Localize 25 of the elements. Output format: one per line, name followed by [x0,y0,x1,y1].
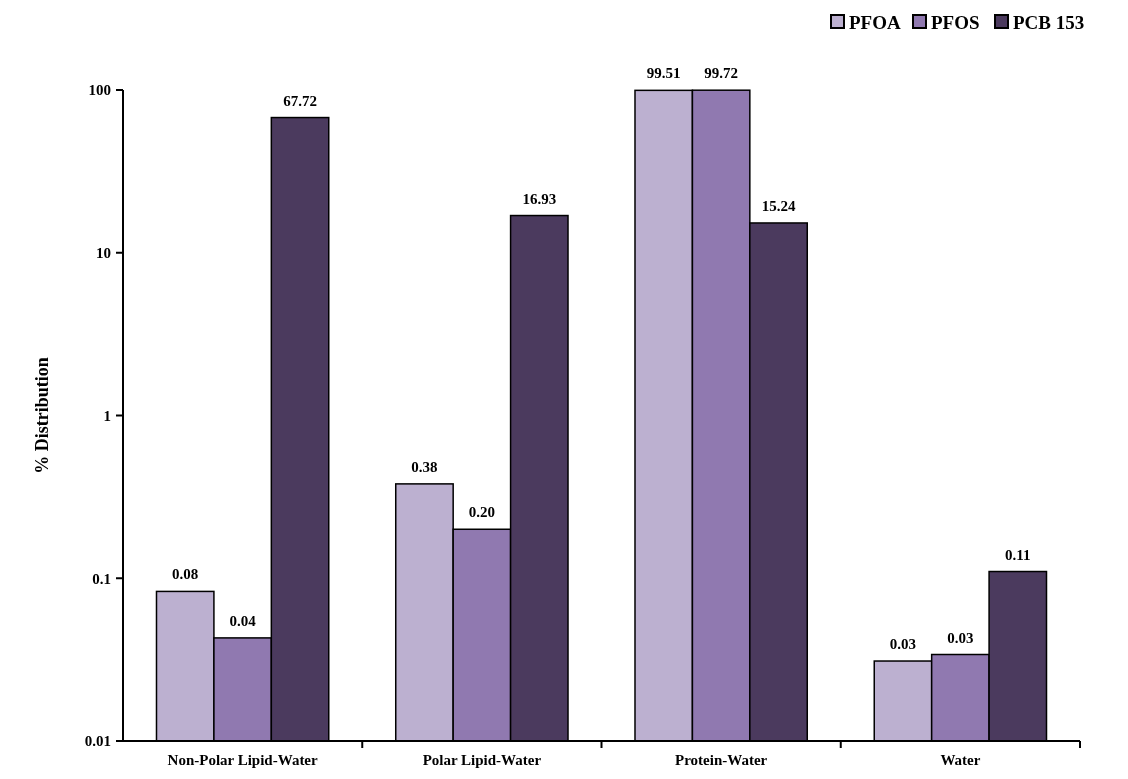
data-label: 15.24 [761,197,796,214]
y-tick-label: 1 [103,407,111,424]
data-label: 0.03 [947,629,974,646]
data-label: 0.38 [411,458,438,475]
data-label: 16.93 [522,190,557,207]
y-tick-label: 10 [96,245,111,261]
y-axis-title: % Distribution [32,357,52,474]
legend-label: PFOS [931,11,980,33]
data-label: 0.03 [889,636,917,653]
data-label: 99.51 [646,65,681,82]
data-label: 0.20 [468,504,495,521]
x-tick-label: Non-Polar Lipid-Water [167,752,319,768]
y-tick-label: 100 [88,82,111,99]
data-label: 0.11 [1005,546,1031,563]
data-label: 0.08 [172,566,199,583]
data-label: 0.04 [229,612,257,629]
legend-label: PFOA [849,11,901,33]
x-tick-label: Polar Lipid-Water [422,752,542,768]
data-label: 99.72 [704,65,738,82]
y-tick-label: 0.1 [92,570,111,587]
x-tick-label: Water [940,752,981,768]
x-tick-label: Protein-Water [675,752,768,768]
legend-label: PCB 153 [1013,11,1085,33]
y-tick-label: 0.01 [84,733,111,750]
data-label: 67.72 [283,92,317,109]
